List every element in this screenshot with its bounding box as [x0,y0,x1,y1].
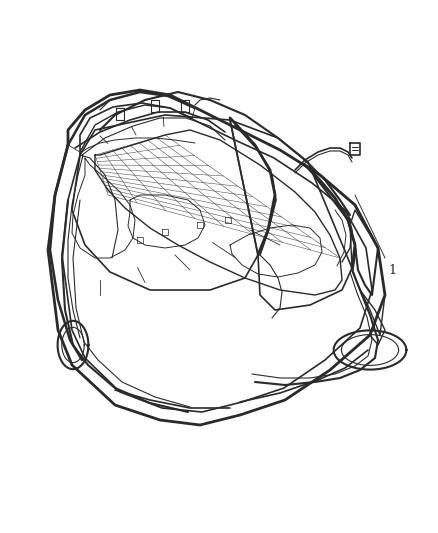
Text: 1: 1 [388,263,396,277]
